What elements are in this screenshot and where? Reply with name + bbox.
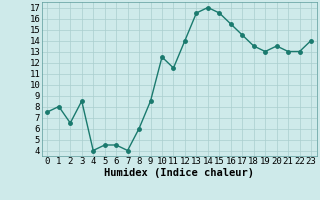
X-axis label: Humidex (Indice chaleur): Humidex (Indice chaleur) [104,168,254,178]
